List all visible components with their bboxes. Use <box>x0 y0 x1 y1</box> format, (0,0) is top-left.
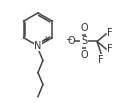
Text: F: F <box>98 54 104 64</box>
Text: O: O <box>80 23 88 33</box>
Text: −: − <box>65 35 72 44</box>
Text: S: S <box>81 36 87 46</box>
Text: O: O <box>67 36 75 46</box>
Text: N: N <box>34 41 42 51</box>
Text: O: O <box>80 50 88 60</box>
Text: +: + <box>42 35 48 44</box>
Text: F: F <box>107 28 113 38</box>
Text: F: F <box>107 44 113 54</box>
